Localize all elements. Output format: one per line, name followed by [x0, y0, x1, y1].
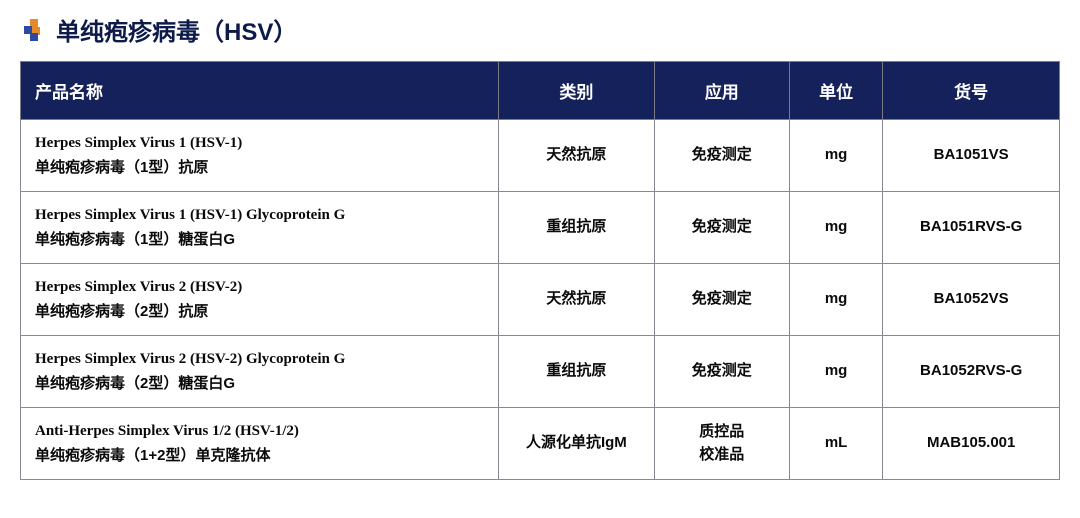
table-row: Herpes Simplex Virus 2 (HSV-2)单纯疱疹病毒（2型）…: [21, 264, 1060, 336]
product-name-cn: 单纯疱疹病毒（1+2型）单克隆抗体: [35, 445, 488, 468]
cell-category: 天然抗原: [498, 264, 654, 336]
product-name-cn: 单纯疱疹病毒（1型）糖蛋白G: [35, 229, 488, 252]
col-header-name: 产品名称: [21, 62, 499, 120]
cell-application: 免疫测定: [654, 264, 789, 336]
plus-grid-icon: [24, 19, 46, 41]
cell-unit: mg: [789, 336, 883, 408]
cell-code: BA1052RVS-G: [883, 336, 1060, 408]
product-name-en: Anti-Herpes Simplex Virus 1/2 (HSV-1/2): [35, 420, 488, 443]
title-row: 单纯疱疹病毒（HSV）: [20, 12, 1060, 47]
col-header-category: 类别: [498, 62, 654, 120]
cell-product-name: Anti-Herpes Simplex Virus 1/2 (HSV-1/2)单…: [21, 408, 499, 480]
table-row: Herpes Simplex Virus 1 (HSV-1) Glycoprot…: [21, 192, 1060, 264]
cell-category: 人源化单抗IgM: [498, 408, 654, 480]
cell-unit: mL: [789, 408, 883, 480]
product-table: 产品名称 类别 应用 单位 货号 Herpes Simplex Virus 1 …: [20, 61, 1060, 480]
product-name-en: Herpes Simplex Virus 1 (HSV-1): [35, 132, 488, 155]
product-name-cn: 单纯疱疹病毒（2型）糖蛋白G: [35, 373, 488, 396]
cell-unit: mg: [789, 120, 883, 192]
page-title: 单纯疱疹病毒（HSV）: [56, 12, 297, 47]
application-line: 质控品: [665, 421, 779, 444]
cell-unit: mg: [789, 192, 883, 264]
table-row: Herpes Simplex Virus 2 (HSV-2) Glycoprot…: [21, 336, 1060, 408]
cell-application: 免疫测定: [654, 120, 789, 192]
cell-category: 重组抗原: [498, 336, 654, 408]
col-header-code: 货号: [883, 62, 1060, 120]
cell-category: 重组抗原: [498, 192, 654, 264]
cell-application: 免疫测定: [654, 336, 789, 408]
col-header-unit: 单位: [789, 62, 883, 120]
table-body: Herpes Simplex Virus 1 (HSV-1)单纯疱疹病毒（1型）…: [21, 120, 1060, 480]
product-name-en: Herpes Simplex Virus 2 (HSV-2): [35, 276, 488, 299]
application-line: 校准品: [665, 444, 779, 467]
product-name-en: Herpes Simplex Virus 2 (HSV-2) Glycoprot…: [35, 348, 488, 371]
cell-application: 免疫测定: [654, 192, 789, 264]
cell-code: MAB105.001: [883, 408, 1060, 480]
cell-code: BA1052VS: [883, 264, 1060, 336]
table-row: Anti-Herpes Simplex Virus 1/2 (HSV-1/2)单…: [21, 408, 1060, 480]
cell-code: BA1051RVS-G: [883, 192, 1060, 264]
product-name-en: Herpes Simplex Virus 1 (HSV-1) Glycoprot…: [35, 204, 488, 227]
cell-code: BA1051VS: [883, 120, 1060, 192]
cell-product-name: Herpes Simplex Virus 2 (HSV-2)单纯疱疹病毒（2型）…: [21, 264, 499, 336]
table-row: Herpes Simplex Virus 1 (HSV-1)单纯疱疹病毒（1型）…: [21, 120, 1060, 192]
product-name-cn: 单纯疱疹病毒（2型）抗原: [35, 301, 488, 324]
cell-product-name: Herpes Simplex Virus 1 (HSV-1)单纯疱疹病毒（1型）…: [21, 120, 499, 192]
cell-unit: mg: [789, 264, 883, 336]
col-header-application: 应用: [654, 62, 789, 120]
cell-product-name: Herpes Simplex Virus 1 (HSV-1) Glycoprot…: [21, 192, 499, 264]
product-name-cn: 单纯疱疹病毒（1型）抗原: [35, 157, 488, 180]
table-header-row: 产品名称 类别 应用 单位 货号: [21, 62, 1060, 120]
cell-category: 天然抗原: [498, 120, 654, 192]
cell-product-name: Herpes Simplex Virus 2 (HSV-2) Glycoprot…: [21, 336, 499, 408]
cell-application: 质控品校准品: [654, 408, 789, 480]
